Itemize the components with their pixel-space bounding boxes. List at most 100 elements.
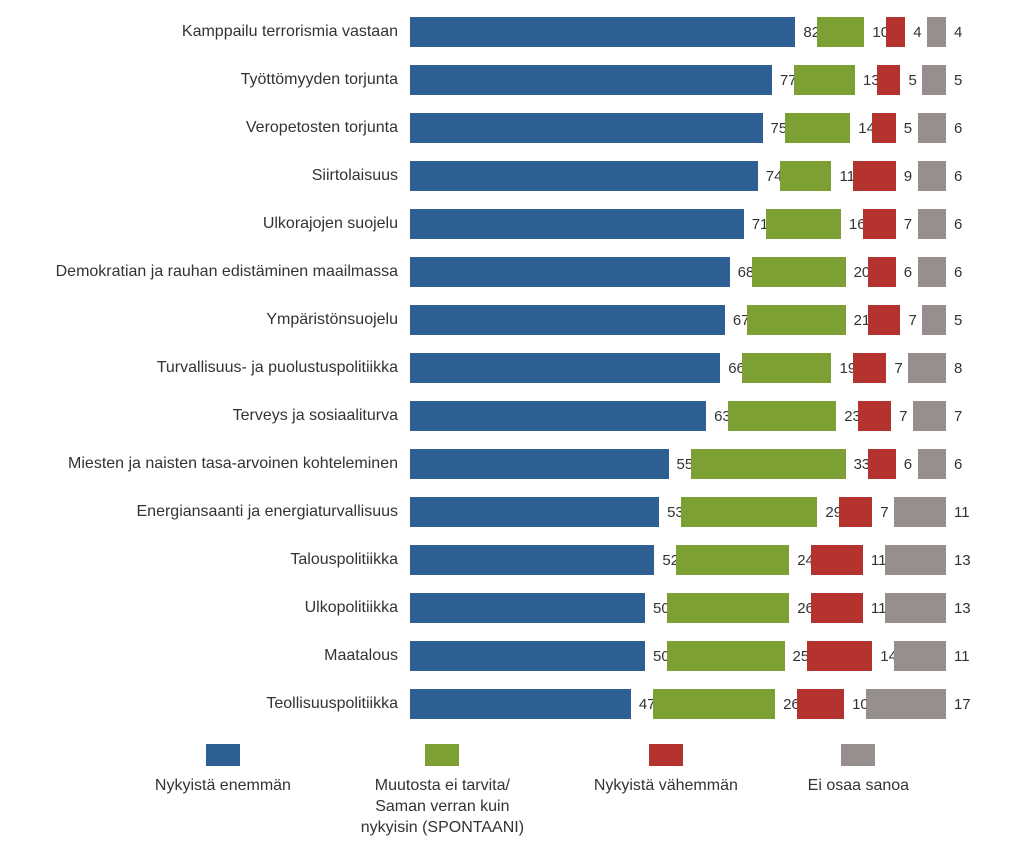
chart-row: Energiansaanti ja energiaturvallisuus532… xyxy=(20,492,1004,532)
bar-segment-dk: 11 xyxy=(894,641,946,671)
bar-segment-more: 50 xyxy=(410,593,645,623)
bar-segment-dk: 6 xyxy=(918,113,946,143)
bar-segment-same: 24 xyxy=(676,545,789,575)
bar-segment-more: 47 xyxy=(410,689,631,719)
legend-swatch-same xyxy=(425,744,459,766)
bar-value: 6 xyxy=(950,168,962,185)
legend-item-more: Nykyistä enemmän xyxy=(155,744,291,838)
bar-value: 6 xyxy=(900,264,912,281)
bar-segment-less: 14 xyxy=(807,641,873,671)
bar-segment-same: 20 xyxy=(752,257,846,287)
row-label: Kamppailu terrorismia vastaan xyxy=(20,23,410,41)
bar-segment-less: 7 xyxy=(839,497,872,527)
bar-value: 6 xyxy=(950,120,962,137)
bar-value: 8 xyxy=(950,360,962,377)
bar-segment-more: 74 xyxy=(410,161,758,191)
bar-segment-less: 4 xyxy=(886,17,905,47)
bar-value: 5 xyxy=(950,312,962,329)
row-bars: 632377 xyxy=(410,401,1004,431)
bar-value: 17 xyxy=(950,696,971,713)
bar-value: 6 xyxy=(950,456,962,473)
bar-segment-dk: 7 xyxy=(913,401,946,431)
legend-item-less: Nykyistä vähemmän xyxy=(594,744,738,838)
bar-segment-same: 33 xyxy=(691,449,846,479)
horizontal-bar-chart: Kamppailu terrorismia vastaan821044Tyött… xyxy=(20,12,1004,838)
bar-value: 6 xyxy=(950,216,962,233)
row-bars: 553366 xyxy=(410,449,1004,479)
bar-segment-less: 7 xyxy=(853,353,886,383)
bar-segment-same: 25 xyxy=(667,641,785,671)
bar-segment-more: 52 xyxy=(410,545,654,575)
chart-row: Teollisuuspolitiikka47261017 xyxy=(20,684,1004,724)
bar-segment-more: 53 xyxy=(410,497,659,527)
row-label: Ulkorajojen suojelu xyxy=(20,215,410,233)
row-label: Työttömyyden torjunta xyxy=(20,71,410,89)
bar-value: 7 xyxy=(895,408,907,425)
chart-row: Talouspolitiikka52241113 xyxy=(20,540,1004,580)
bar-value: 13 xyxy=(950,600,971,617)
chart-row: Ulkopolitiikka50261113 xyxy=(20,588,1004,628)
bar-segment-dk: 6 xyxy=(918,257,946,287)
legend: Nykyistä enemmän Muutosta ei tarvita/Sam… xyxy=(20,744,1004,838)
bar-segment-less: 7 xyxy=(863,209,896,239)
legend-label-same: Muutosta ei tarvita/Saman verran kuinnyk… xyxy=(361,776,524,838)
bar-segment-dk: 4 xyxy=(927,17,946,47)
bar-segment-more: 71 xyxy=(410,209,744,239)
bar-value: 11 xyxy=(950,648,970,665)
bar-segment-dk: 5 xyxy=(922,65,946,95)
bar-segment-dk: 11 xyxy=(894,497,946,527)
row-label: Miesten ja naisten tasa-arvoinen kohtele… xyxy=(20,455,410,473)
legend-item-dk: Ei osaa sanoa xyxy=(808,744,909,838)
row-label: Ympäristönsuojelu xyxy=(20,311,410,329)
row-bars: 661978 xyxy=(410,353,1004,383)
chart-row: Siirtolaisuus741196 xyxy=(20,156,1004,196)
row-label: Ulkopolitiikka xyxy=(20,599,410,617)
bar-segment-same: 21 xyxy=(747,305,846,335)
row-label: Teollisuuspolitiikka xyxy=(20,695,410,713)
bar-segment-more: 68 xyxy=(410,257,730,287)
bar-segment-less: 10 xyxy=(797,689,844,719)
legend-label-more: Nykyistä enemmän xyxy=(155,776,291,797)
bar-segment-less: 9 xyxy=(853,161,895,191)
bar-segment-dk: 17 xyxy=(866,689,946,719)
bar-segment-dk: 13 xyxy=(885,545,946,575)
bar-segment-less: 5 xyxy=(877,65,901,95)
row-label: Turvallisuus- ja puolustuspolitiikka xyxy=(20,359,410,377)
bar-value: 7 xyxy=(900,216,912,233)
bar-value: 7 xyxy=(950,408,962,425)
bar-segment-less: 7 xyxy=(858,401,891,431)
bar-value: 4 xyxy=(950,24,962,41)
bar-segment-less: 7 xyxy=(868,305,901,335)
bar-segment-same: 29 xyxy=(681,497,817,527)
row-label: Maatalous xyxy=(20,647,410,665)
chart-row: Veropetosten torjunta751456 xyxy=(20,108,1004,148)
row-bars: 52241113 xyxy=(410,545,1004,575)
bar-segment-same: 10 xyxy=(817,17,864,47)
row-label: Veropetosten torjunta xyxy=(20,119,410,137)
bar-value: 11 xyxy=(835,168,855,185)
bar-segment-less: 6 xyxy=(868,257,896,287)
bar-segment-same: 23 xyxy=(728,401,836,431)
bar-value: 13 xyxy=(950,552,971,569)
bar-segment-same: 26 xyxy=(667,593,789,623)
bar-segment-dk: 6 xyxy=(918,161,946,191)
bar-segment-dk: 6 xyxy=(918,449,946,479)
bar-value: 6 xyxy=(950,264,962,281)
row-bars: 672175 xyxy=(410,305,1004,335)
bar-segment-dk: 13 xyxy=(885,593,946,623)
bar-segment-more: 63 xyxy=(410,401,706,431)
row-bars: 751456 xyxy=(410,113,1004,143)
chart-rows: Kamppailu terrorismia vastaan821044Tyött… xyxy=(20,12,1004,724)
row-label: Demokratian ja rauhan edistäminen maailm… xyxy=(20,263,410,281)
bar-segment-dk: 6 xyxy=(918,209,946,239)
bar-value: 5 xyxy=(900,120,912,137)
bar-value: 6 xyxy=(900,456,912,473)
legend-label-dk: Ei osaa sanoa xyxy=(808,776,909,797)
row-bars: 821044 xyxy=(410,17,1004,47)
bar-segment-same: 11 xyxy=(780,161,832,191)
bar-segment-more: 75 xyxy=(410,113,763,143)
chart-row: Demokratian ja rauhan edistäminen maailm… xyxy=(20,252,1004,292)
chart-row: Ympäristönsuojelu672175 xyxy=(20,300,1004,340)
row-label: Talouspolitiikka xyxy=(20,551,410,569)
row-bars: 50251411 xyxy=(410,641,1004,671)
